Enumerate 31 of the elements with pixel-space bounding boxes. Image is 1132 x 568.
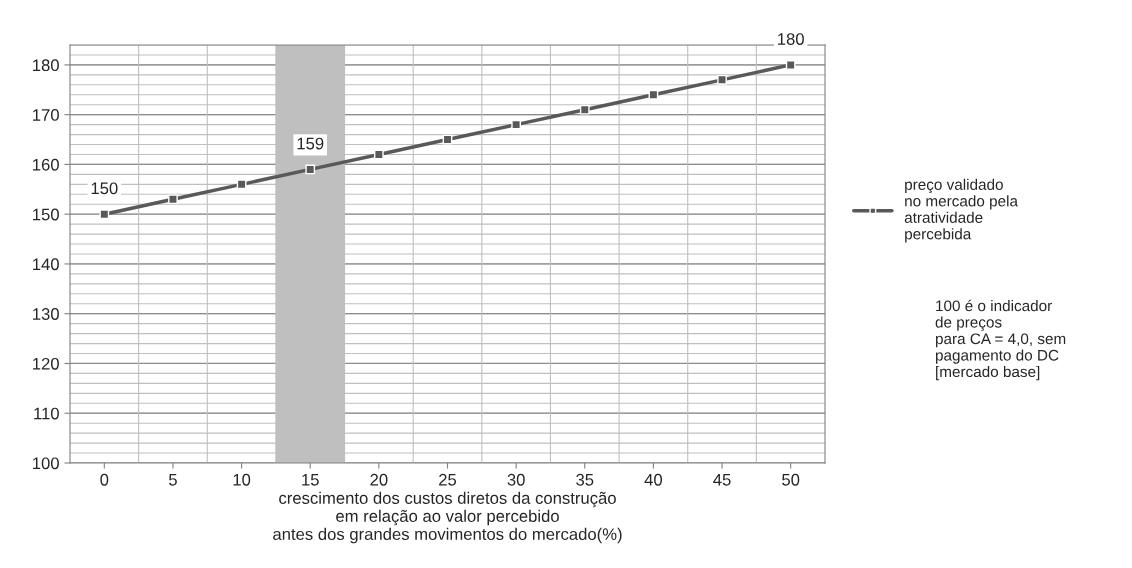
y-tick-label: 120 [33,357,59,370]
text: 100 é o indicador de preços para CA = 4,0, sem pagamento do DC [mercado base] [935,299,1066,381]
x-tick-label: 45 [713,474,731,486]
x-tick-label: 35 [576,473,594,486]
y-tick-label: 170 [33,109,59,121]
x-tick-label: 15 [302,474,319,486]
x-tick-label: 0 [100,473,109,486]
y-tick-label: 180 [33,59,59,72]
x-tick-label: 20 [370,473,388,486]
x-tick-label: 40 [644,473,663,486]
point [168,194,178,205]
data-label: 159 [297,137,324,150]
point [579,104,590,115]
data-label: 180 [778,33,804,45]
point [717,74,727,85]
point [785,60,796,70]
data-label: 150 [91,182,118,195]
y-tick-label: 130 [33,308,59,320]
legend-label: preço validado no mercado pela atratividade percebida [904,178,1018,243]
x-tick-label: 25 [439,473,457,486]
point [305,164,316,175]
y-tick-label: 150 [33,208,59,221]
x-tick-label: 30 [507,473,525,486]
x-tick-label: 10 [233,473,251,486]
x-tick-label: 5 [168,474,177,486]
y-tick-label: 110 [34,407,59,420]
y-tick-label: 100 [33,457,59,470]
x-axis-title: crescimento dos custos diretos da construção em relação ao valor percebido antes dos grandes movimentos do mercado(%) [273,491,622,544]
y-tick-label: 160 [33,158,59,171]
x-tick-label: 50 [782,473,800,486]
y-tick-label: 140 [33,258,59,271]
